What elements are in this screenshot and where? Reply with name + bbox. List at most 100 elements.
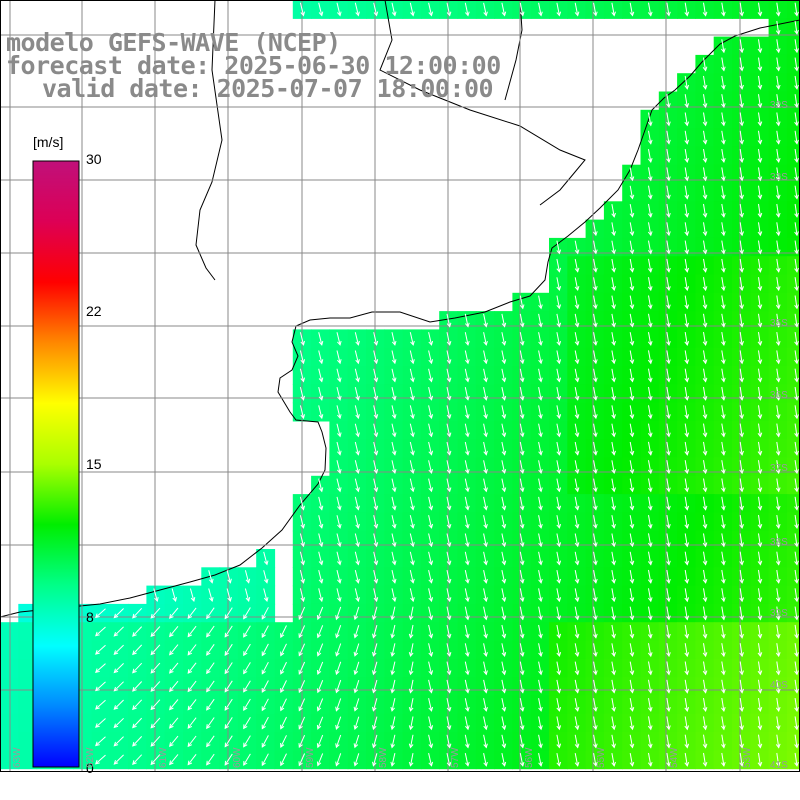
wind-arrow	[757, 716, 763, 731]
wind-arrow	[611, 441, 616, 456]
wind-arrow	[483, 496, 488, 511]
wind-arrow	[794, 734, 799, 749]
wind-arrow	[224, 662, 233, 675]
wind-arrow	[446, 643, 452, 658]
wind-arrow	[647, 277, 653, 292]
wind-arrow	[794, 496, 799, 511]
wind-arrow	[611, 570, 616, 584]
longitude-label: 60W	[232, 747, 243, 768]
wind-arrow	[629, 478, 635, 493]
wind-arrow	[757, 698, 763, 713]
wind-arrow	[299, 496, 305, 511]
wind-arrow	[464, 624, 470, 639]
wind-arrow	[574, 295, 580, 310]
wind-arrow	[169, 717, 179, 729]
wind-arrow	[372, 698, 378, 712]
wind-arrow	[702, 350, 708, 365]
wind-arrow	[647, 2, 653, 17]
wind-speed-cell	[786, 366, 800, 385]
wind-arrow	[611, 716, 616, 731]
wind-arrow	[556, 624, 562, 639]
wind-arrow	[629, 332, 635, 346]
wind-arrow	[611, 258, 616, 273]
wind-arrow	[794, 167, 799, 182]
wind-arrow	[702, 606, 708, 621]
wind-arrow	[353, 716, 360, 730]
wind-arrow	[702, 716, 708, 731]
wind-arrow	[757, 313, 763, 328]
wind-arrow	[739, 569, 744, 584]
wind-arrow	[464, 496, 470, 511]
wind-arrow	[464, 2, 470, 17]
wind-arrow	[113, 754, 124, 765]
wind-arrow	[316, 661, 324, 675]
wind-arrow	[611, 405, 616, 420]
wind-arrow	[390, 752, 396, 767]
wind-arrow	[335, 734, 342, 749]
wind-arrow	[775, 130, 781, 145]
wind-arrow	[647, 752, 653, 767]
wind-arrow	[483, 624, 488, 639]
wind-arrow	[318, 515, 324, 529]
wind-arrow	[206, 753, 215, 766]
wind-arrow	[501, 441, 507, 456]
wind-arrow	[556, 460, 562, 475]
wind-arrow	[446, 661, 452, 676]
wind-arrow	[666, 441, 671, 456]
wind-arrow	[629, 570, 635, 584]
wind-arrow	[556, 496, 562, 511]
wind-arrow	[464, 734, 470, 749]
wind-arrow	[556, 423, 562, 438]
wind-arrow	[169, 754, 179, 766]
wind-arrow	[187, 644, 197, 656]
wind-arrow	[702, 277, 708, 292]
wind-arrow	[794, 57, 799, 72]
wind-speed-cell	[786, 640, 800, 660]
wind-arrow	[702, 679, 708, 694]
longitude-label: 61W	[158, 747, 169, 768]
wind-arrow	[684, 112, 690, 127]
wind-arrow	[298, 661, 306, 675]
wind-arrow	[775, 94, 781, 109]
wind-arrow	[391, 332, 397, 346]
latitude-label: 35S	[770, 318, 788, 329]
wind-arrow	[261, 753, 269, 767]
longitude-label: 59W	[305, 747, 316, 768]
wind-arrow	[299, 551, 305, 566]
wind-arrow	[244, 588, 251, 603]
wind-arrow	[757, 460, 763, 475]
wind-arrow	[153, 588, 159, 602]
wind-arrow	[298, 643, 306, 657]
wind-arrow	[684, 460, 690, 475]
wind-arrow	[757, 643, 763, 658]
wind-arrow	[483, 460, 488, 475]
wind-arrow	[336, 588, 342, 603]
wind-arrow	[95, 699, 106, 710]
wind-arrow	[647, 661, 653, 676]
wind-arrow	[501, 2, 507, 17]
wind-arrow	[629, 551, 635, 566]
wind-arrow	[316, 716, 324, 730]
wind-arrow	[428, 533, 434, 548]
colorbar-tick-8: 8	[86, 609, 94, 625]
longitude-label: 53W	[742, 747, 753, 768]
wind-arrow	[739, 203, 744, 218]
wind-arrow	[446, 423, 452, 438]
wind-arrow	[611, 515, 616, 529]
longitude-label: 55W	[596, 747, 607, 768]
wind-arrow	[574, 533, 580, 548]
wind-arrow	[538, 698, 543, 712]
wind-arrow	[593, 533, 598, 548]
wind-arrow	[169, 625, 179, 638]
wind-arrow	[538, 606, 543, 621]
wind-arrow	[721, 698, 726, 713]
wind-arrow	[721, 185, 726, 200]
wind-arrow	[169, 699, 179, 711]
wind-arrow	[702, 149, 708, 164]
wind-arrow	[775, 515, 781, 530]
wind-arrow	[739, 258, 744, 273]
wind-arrow	[446, 368, 452, 383]
wind-arrow	[794, 313, 799, 328]
wind-arrow	[721, 423, 726, 438]
wind-speed-cell	[18, 622, 38, 642]
